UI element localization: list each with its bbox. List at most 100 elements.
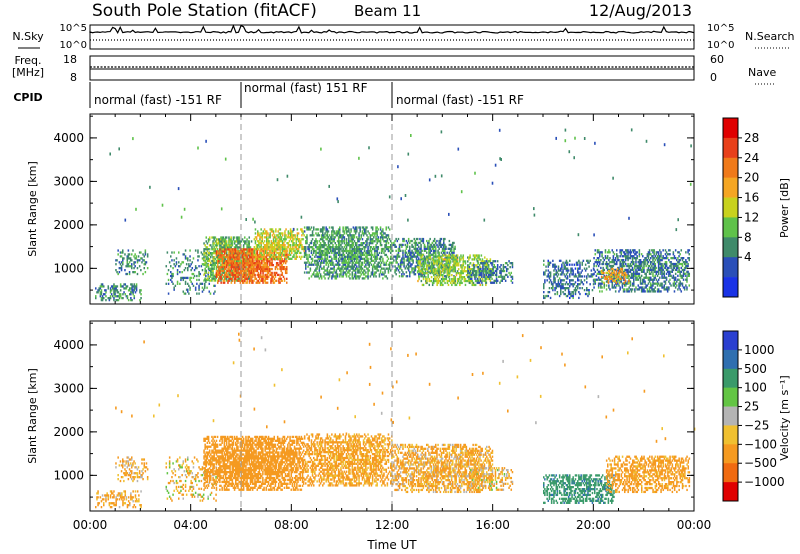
range-cell [337, 259, 340, 262]
range-cell [216, 248, 219, 251]
range-cell [486, 275, 489, 278]
range-cell [230, 246, 232, 249]
range-cell [314, 242, 316, 245]
range-cell [418, 270, 420, 273]
range-cell [110, 285, 113, 288]
range-cell [331, 230, 333, 233]
range-cell [192, 284, 195, 287]
range-cell [274, 255, 276, 258]
range-cell [254, 269, 256, 273]
range-cell [205, 236, 208, 239]
range-cell [235, 262, 237, 265]
range-cell [608, 284, 610, 287]
range-cell [328, 246, 331, 249]
range-cell [409, 245, 411, 248]
range-cell [165, 265, 168, 268]
range-cell [411, 259, 413, 262]
range-cell [229, 275, 231, 278]
range-cell [390, 244, 392, 247]
range-cell [196, 292, 198, 295]
range-cell [212, 244, 214, 247]
range-cell [192, 257, 195, 260]
range-cell [231, 244, 234, 247]
range-cell [336, 240, 339, 243]
range-cell [495, 269, 498, 273]
range-cell [373, 247, 375, 251]
range-cell [395, 249, 397, 252]
range-cell [350, 249, 352, 253]
range-cell [386, 259, 389, 262]
range-cell [591, 289, 594, 292]
range-cell [446, 270, 449, 273]
range-cell [271, 273, 273, 277]
range-cell [339, 226, 341, 229]
range-cell [222, 244, 225, 247]
range-cell [230, 273, 233, 277]
range-cell [590, 275, 593, 278]
range-cell [230, 267, 233, 271]
range-cell [430, 262, 433, 265]
range-cell [468, 268, 470, 271]
range-cell [238, 246, 240, 249]
range-cell [443, 272, 445, 275]
range-cell [335, 232, 338, 235]
range-cell [283, 267, 286, 271]
range-cell [325, 259, 327, 262]
range-cell [437, 271, 439, 274]
range-cell [237, 273, 239, 276]
range-cell [122, 259, 124, 262]
range-cell [337, 257, 340, 260]
range-cell [260, 248, 262, 251]
range-cell [229, 238, 231, 241]
range-cell [472, 274, 475, 277]
range-cell [331, 259, 333, 262]
nave-right-tick-top: 60 [710, 53, 724, 66]
range-cell [232, 264, 235, 267]
range-cell [447, 274, 450, 277]
range-cell [606, 280, 609, 283]
range-cell [596, 257, 599, 260]
range-cell [330, 238, 332, 241]
range-cell [331, 238, 333, 241]
range-cell [421, 264, 424, 267]
range-cell [562, 279, 564, 282]
range-cell [260, 266, 262, 269]
range-cell [362, 257, 365, 260]
freq-left-tick-bottom: 8 [70, 71, 77, 84]
range-cell [377, 263, 380, 266]
range-cell [245, 240, 247, 243]
range-cell [318, 265, 321, 268]
range-cell [596, 278, 599, 281]
range-cell [435, 279, 437, 283]
range-cell [215, 259, 218, 263]
range-cell [611, 284, 614, 287]
range-cell [247, 244, 249, 247]
range-cell [417, 270, 419, 273]
range-cell [320, 251, 323, 255]
range-cell [353, 249, 356, 253]
range-cell [569, 285, 571, 288]
range-cell [360, 261, 363, 264]
range-cell [399, 261, 402, 264]
range-cell [349, 265, 351, 268]
range-cell [562, 271, 564, 274]
range-cell [561, 279, 563, 282]
range-cell [359, 271, 361, 274]
range-cell [581, 281, 584, 284]
range-cell [414, 267, 417, 270]
range-cell [278, 251, 281, 255]
range-cell [495, 277, 498, 280]
range-cell [289, 247, 292, 251]
range-cell [246, 238, 248, 241]
range-cell [418, 260, 420, 263]
range-cell [443, 251, 445, 254]
range-cell [380, 249, 383, 253]
range-cell [133, 283, 136, 286]
range-cell [557, 267, 560, 270]
range-cell [425, 268, 427, 271]
range-cell [212, 267, 214, 270]
range-cell [313, 271, 315, 274]
range-cell [253, 273, 255, 277]
range-cell [452, 270, 454, 273]
range-cell [332, 263, 334, 266]
